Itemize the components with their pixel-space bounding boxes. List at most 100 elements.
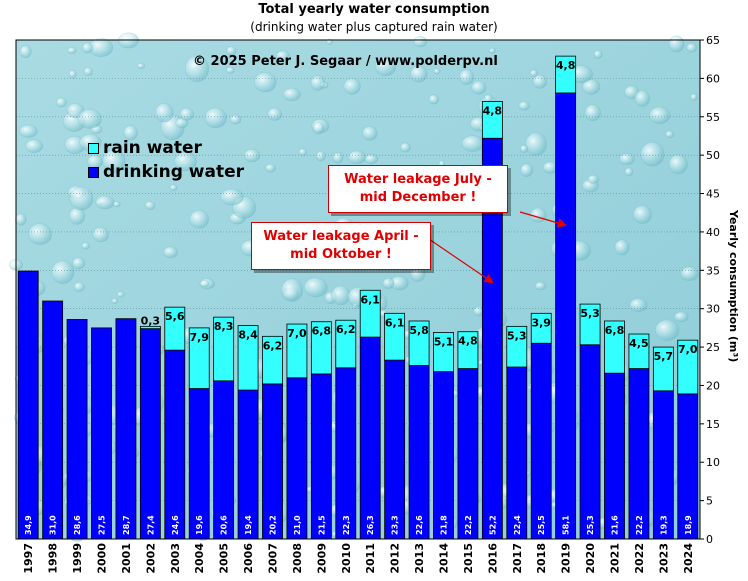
data-label-drinking-2000: 27,5 <box>98 515 107 535</box>
bar-drinking-2018 <box>530 342 552 540</box>
bar-drinking-1999 <box>66 319 88 540</box>
water-drop <box>282 87 301 101</box>
water-drop <box>668 35 685 53</box>
x-tick-label-2015: 2015 <box>462 543 475 574</box>
x-tick-label-2024: 2024 <box>682 543 695 574</box>
data-label-drinking-2012: 23,3 <box>391 515 400 535</box>
water-drop <box>347 150 367 165</box>
water-drop <box>226 66 235 74</box>
data-label-rain-2009: 6,8 <box>312 325 332 338</box>
legend-label-drinking: drinking water <box>103 162 245 182</box>
y-tick-label-30: 30 <box>706 303 720 316</box>
data-label-rain-2004: 7,9 <box>189 331 209 344</box>
water-drop <box>163 246 178 259</box>
plot-frame <box>15 39 701 540</box>
data-label-drinking-2005: 20,6 <box>220 515 229 535</box>
data-label-rain-2022: 4,5 <box>629 337 649 350</box>
bar-rain-2003 <box>164 306 186 351</box>
data-label-rain-2008: 7,0 <box>287 327 307 340</box>
bar-drinking-2011 <box>359 336 381 540</box>
data-label-rain-2015: 4,8 <box>458 335 478 348</box>
bar-drinking-2019 <box>555 92 577 540</box>
y-tick-label-65: 65 <box>706 34 720 47</box>
annotation-2016-line2: mid Oktober ! <box>290 247 392 262</box>
water-drop <box>584 104 601 122</box>
bar-rain-2021 <box>604 320 625 374</box>
data-label-rain-2006: 8,4 <box>238 329 258 342</box>
data-label-drinking-2009: 21,5 <box>317 515 326 535</box>
annotation-leakage-2019: Water leakage July - mid December ! <box>328 165 508 213</box>
water-drop <box>654 319 680 341</box>
water-drop <box>15 213 27 226</box>
bar-rain-2008 <box>286 323 308 379</box>
y-tick-label-55: 55 <box>706 111 720 124</box>
bar-drinking-2014 <box>433 371 454 540</box>
x-tick-label-1997: 1997 <box>22 543 35 574</box>
water-drop <box>413 36 428 48</box>
x-tick-label-2014: 2014 <box>438 543 451 574</box>
x-tick-label-2016: 2016 <box>486 543 499 574</box>
water-drop <box>69 186 94 211</box>
water-drop <box>680 266 699 282</box>
data-label-drinking-2024: 18,9 <box>684 515 693 535</box>
data-label-drinking-2001: 28,7 <box>122 515 131 535</box>
water-drop <box>184 55 210 83</box>
annotation-2016-line1: Water leakage April - <box>263 229 419 244</box>
bar-rain-2004 <box>188 327 210 389</box>
bar-drinking-1997 <box>17 270 39 540</box>
water-drop <box>375 56 397 77</box>
water-drop <box>343 78 361 95</box>
water-drop <box>312 121 325 135</box>
bar-drinking-2008 <box>286 377 308 540</box>
bars <box>17 55 699 540</box>
x-tick-label-2021: 2021 <box>609 543 622 574</box>
data-label-rain-2003: 5,6 <box>165 310 185 323</box>
water-drop <box>519 144 529 153</box>
water-drop <box>81 242 90 250</box>
arrow-to-2019 <box>519 211 568 228</box>
water-drop <box>174 152 197 172</box>
data-label-drinking-2004: 19,6 <box>195 515 204 535</box>
y-tick-label-25: 25 <box>706 341 720 354</box>
water-drop <box>634 90 650 107</box>
water-drop <box>265 163 276 173</box>
water-drop <box>51 260 75 284</box>
data-label-rain-2016: 4,8 <box>483 104 503 117</box>
bar-drinking-2009 <box>310 373 332 540</box>
y-tick-label-5: 5 <box>706 495 713 508</box>
water-drop <box>179 107 194 121</box>
water-drop <box>518 101 530 111</box>
water-drop <box>243 148 261 163</box>
bar-rain-2016 <box>481 101 503 139</box>
water-drop <box>275 50 290 62</box>
x-tick-label-2019: 2019 <box>560 543 573 574</box>
water-drop <box>19 45 32 59</box>
data-label-drinking-1997: 34,9 <box>24 515 33 535</box>
legend-swatch-drinking <box>88 166 99 178</box>
data-label-drinking-2008: 21,0 <box>293 515 302 535</box>
water-drop <box>19 124 38 138</box>
data-label-drinking-2014: 21,8 <box>440 515 449 535</box>
water-drop <box>116 291 125 298</box>
water-drop <box>619 153 635 166</box>
bar-drinking-2003 <box>164 349 186 540</box>
water-drop <box>633 205 652 224</box>
water-drop <box>199 280 210 288</box>
data-label-rain-2011: 6,1 <box>360 293 380 306</box>
bar-labels: 34,9 1997 31,0 1998 28,6 1999 27,5 2000 28,7 2001… <box>22 59 698 574</box>
water-drop <box>155 102 174 123</box>
data-label-drinking-2002: 27,4 <box>146 515 155 535</box>
water-drop <box>303 277 328 298</box>
water-drop <box>95 195 115 210</box>
data-label-drinking-2023: 19,3 <box>659 515 668 535</box>
x-tick-label-1999: 1999 <box>71 543 84 574</box>
water-drop <box>410 65 428 83</box>
water-drop <box>648 106 671 124</box>
water-drop <box>281 278 304 302</box>
bar-rain-2006 <box>237 325 259 391</box>
chart-title: Total yearly water consumption <box>258 2 490 17</box>
y-tick-label-35: 35 <box>706 264 720 277</box>
water-drop <box>77 109 102 129</box>
bar-rain-2019 <box>555 55 577 94</box>
bar-rain-2017 <box>506 325 528 368</box>
